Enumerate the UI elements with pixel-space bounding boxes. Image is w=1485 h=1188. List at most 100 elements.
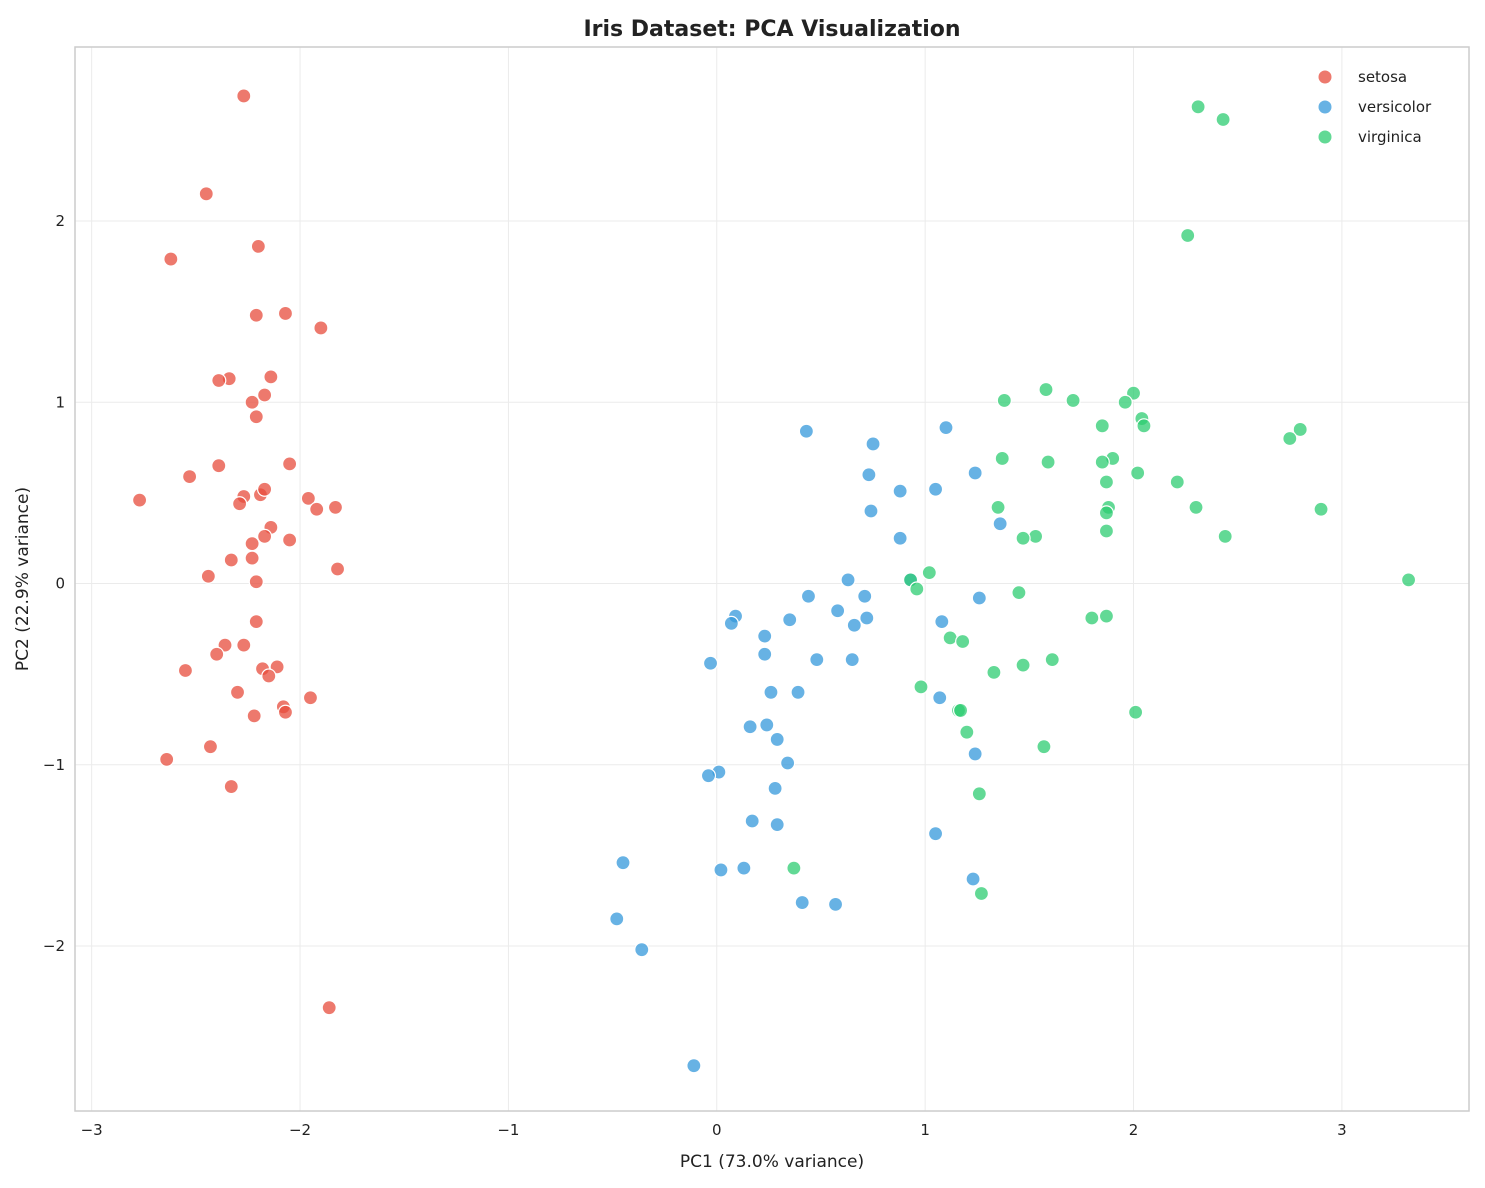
- point-setosa: [229, 684, 246, 700]
- point-versicolor: [932, 690, 948, 706]
- point-setosa: [202, 739, 219, 755]
- point-setosa: [182, 468, 198, 485]
- point-setosa: [248, 307, 264, 323]
- point-setosa: [232, 496, 248, 512]
- point-versicolor: [800, 588, 817, 604]
- point-versicolor: [863, 503, 879, 519]
- point-versicolor: [615, 855, 631, 871]
- point-virginica: [1128, 704, 1144, 720]
- point-setosa: [257, 387, 273, 403]
- point-versicolor: [861, 467, 877, 483]
- point-virginica: [1040, 454, 1056, 470]
- y-tick-label: −1: [43, 756, 65, 774]
- point-virginica: [952, 702, 969, 719]
- x-tick-label: −2: [289, 1121, 311, 1139]
- point-versicolor: [865, 436, 881, 452]
- point-setosa: [198, 186, 214, 202]
- legend-marker-virginica: [1317, 129, 1333, 145]
- point-setosa: [277, 704, 294, 720]
- point-versicolor: [763, 684, 779, 700]
- point-virginica: [1215, 111, 1231, 128]
- legend-marker-setosa: [1317, 69, 1333, 85]
- legend-label-virginica: virginica: [1358, 128, 1422, 146]
- point-versicolor: [840, 572, 856, 588]
- x-tick-label: 0: [712, 1121, 722, 1139]
- point-setosa: [248, 409, 264, 425]
- point-setosa: [163, 251, 179, 267]
- point-versicolor: [967, 465, 983, 481]
- point-virginica: [1400, 572, 1417, 588]
- point-virginica: [986, 664, 1002, 680]
- point-versicolor: [790, 684, 806, 700]
- point-setosa: [302, 690, 319, 706]
- point-setosa: [244, 394, 260, 410]
- point-setosa: [244, 550, 260, 566]
- point-virginica: [913, 679, 929, 695]
- point-versicolor: [965, 871, 981, 887]
- x-axis-label: PC1 (73.0% variance): [680, 1152, 864, 1172]
- point-versicolor: [759, 717, 775, 733]
- point-versicolor: [967, 746, 983, 762]
- point-virginica: [971, 786, 987, 802]
- point-versicolor: [857, 588, 873, 604]
- point-virginica: [1038, 381, 1054, 398]
- point-setosa: [159, 751, 175, 767]
- point-setosa: [309, 501, 325, 517]
- point-versicolor: [700, 768, 717, 784]
- y-tick-label: 1: [55, 393, 65, 411]
- point-versicolor: [769, 731, 785, 748]
- point-setosa: [250, 238, 266, 254]
- chart-title: Iris Dataset: PCA Visualization: [583, 17, 960, 42]
- point-virginica: [955, 633, 971, 650]
- point-virginica: [1044, 652, 1060, 668]
- point-setosa: [257, 481, 273, 497]
- point-virginica: [973, 885, 990, 902]
- point-versicolor: [892, 530, 908, 546]
- legend-marker-versicolor: [1317, 99, 1333, 115]
- point-virginica: [1094, 454, 1110, 470]
- point-setosa: [248, 574, 264, 590]
- point-setosa: [321, 1000, 337, 1016]
- point-versicolor: [927, 481, 944, 497]
- point-virginica: [1015, 530, 1031, 546]
- point-versicolor: [927, 826, 944, 842]
- point-virginica: [942, 630, 958, 646]
- point-versicolor: [634, 942, 650, 958]
- point-setosa: [209, 646, 225, 662]
- y-axis-label: PC2 (22.9% variance): [13, 487, 33, 671]
- point-versicolor: [827, 896, 844, 912]
- point-virginica: [909, 581, 925, 597]
- x-tick-label: −1: [497, 1121, 519, 1139]
- point-virginica: [1169, 474, 1185, 490]
- point-virginica: [921, 565, 937, 581]
- point-versicolor: [736, 860, 752, 876]
- point-versicolor: [934, 613, 950, 630]
- point-versicolor: [859, 610, 875, 626]
- point-setosa: [282, 532, 298, 548]
- point-virginica: [994, 450, 1010, 467]
- point-versicolor: [702, 655, 719, 671]
- point-versicolor: [844, 652, 860, 668]
- point-virginica: [1065, 392, 1081, 409]
- legend: setosa versicolor virginica: [1317, 68, 1432, 146]
- point-versicolor: [794, 894, 810, 911]
- legend-label-setosa: setosa: [1358, 68, 1407, 86]
- point-setosa: [223, 778, 239, 795]
- x-tick-label: 3: [1337, 1121, 1347, 1139]
- plot-frame: [74, 46, 1470, 1112]
- point-setosa: [261, 668, 277, 684]
- point-virginica: [1313, 501, 1329, 517]
- point-versicolor: [830, 603, 846, 619]
- point-setosa: [263, 369, 279, 385]
- point-virginica: [1098, 523, 1115, 539]
- point-versicolor: [744, 813, 760, 829]
- point-virginica: [1011, 584, 1027, 601]
- point-virginica: [1217, 528, 1233, 545]
- point-virginica: [1282, 430, 1298, 447]
- point-versicolor: [798, 423, 814, 439]
- point-versicolor: [742, 719, 758, 735]
- y-tick-label: −2: [43, 937, 65, 955]
- legend-label-versicolor: versicolor: [1358, 98, 1432, 116]
- point-versicolor: [769, 817, 785, 833]
